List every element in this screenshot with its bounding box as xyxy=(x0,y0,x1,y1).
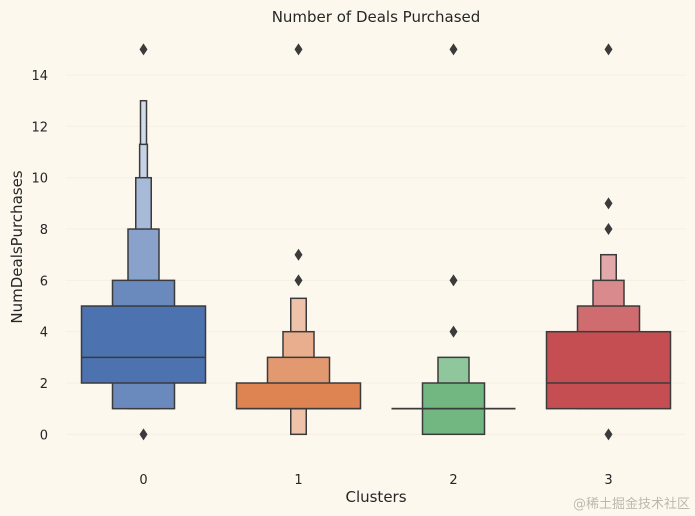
x-axis-label: Clusters xyxy=(345,488,406,506)
y-tick-label: 10 xyxy=(31,172,48,187)
y-tick-label: 12 xyxy=(31,120,48,135)
cluster-3 xyxy=(545,43,672,441)
outlier-point xyxy=(139,43,148,56)
x-ticks: 0 1 2 3 xyxy=(139,473,612,488)
outlier-point xyxy=(449,325,458,338)
x-tick-label: 2 xyxy=(449,473,457,488)
outlier-point xyxy=(449,274,458,287)
outlier-point xyxy=(294,274,303,287)
cluster-2 xyxy=(391,43,516,436)
x-tick-label: 1 xyxy=(294,473,302,488)
cluster-0 xyxy=(80,43,207,441)
y-tick-label: 8 xyxy=(40,223,48,238)
y-ticks: 0 2 4 6 8 10 12 14 xyxy=(31,69,48,443)
y-tick-label: 0 xyxy=(40,428,48,443)
outlier-point xyxy=(604,428,613,441)
x-tick-label: 0 xyxy=(139,473,147,488)
y-tick-label: 4 xyxy=(40,326,48,341)
y-tick-label: 2 xyxy=(40,377,48,392)
x-tick-label: 3 xyxy=(604,473,612,488)
outlier-point xyxy=(449,43,458,56)
outlier-point xyxy=(604,43,613,56)
boxes xyxy=(80,43,672,441)
y-axis-label: NumDealsPurchases xyxy=(8,170,26,323)
box-level xyxy=(80,305,207,384)
outlier-point xyxy=(294,43,303,56)
y-tick-label: 14 xyxy=(31,69,48,84)
outlier-point xyxy=(604,223,613,236)
box-level xyxy=(545,330,672,410)
chart-title: Number of Deals Purchased xyxy=(272,8,481,26)
outlier-point xyxy=(294,248,303,261)
y-tick-label: 6 xyxy=(40,274,48,289)
outlier-point xyxy=(604,197,613,210)
box-level xyxy=(235,382,362,410)
outlier-point xyxy=(139,428,148,441)
cluster-1 xyxy=(235,43,362,436)
watermark: @稀土掘金技术社区 xyxy=(573,496,690,512)
